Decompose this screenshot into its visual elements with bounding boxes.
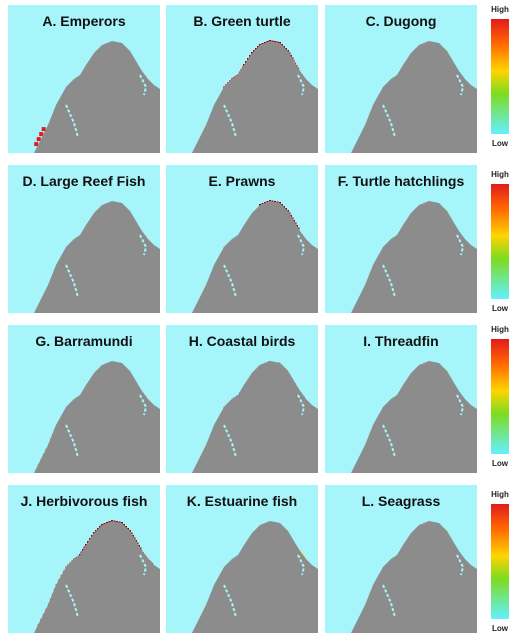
color-legend-4: High Low <box>485 490 515 638</box>
legend-high-label: High <box>491 490 509 499</box>
map-panel-green-turtle: B. Green turtle <box>166 5 318 153</box>
river-channel <box>223 104 237 138</box>
river-channel <box>65 584 79 618</box>
land-mass <box>351 201 477 313</box>
legend-high-label: High <box>491 170 509 179</box>
map-panel-turtle-hatchlings: F. Turtle hatchlings <box>325 165 477 313</box>
legend-gradient-bar <box>491 184 509 299</box>
river-channel <box>382 584 396 618</box>
land-mass <box>34 41 160 153</box>
prawns-map <box>166 165 318 313</box>
legend-low-label: Low <box>492 459 508 468</box>
dugong-map <box>325 5 477 153</box>
seagrass-map <box>325 485 477 633</box>
land-mass <box>192 521 318 633</box>
map-panel-emperors: A. Emperors <box>8 5 160 153</box>
large-reef-fish-map <box>8 165 160 313</box>
land-mass <box>192 41 318 153</box>
map-panel-herbivorous-fish: J. Herbivorous fish <box>8 485 160 633</box>
turtle-hatchlings-map <box>325 165 477 313</box>
legend-low-label: Low <box>492 304 508 313</box>
map-panel-dugong: C. Dugong <box>325 5 477 153</box>
legend-low-label: Low <box>492 624 508 633</box>
land-mass <box>351 41 477 153</box>
habitat-cell <box>34 142 39 147</box>
land-mass <box>34 521 160 633</box>
map-panel-threadfin: I. Threadfin <box>325 325 477 473</box>
habitat-cell <box>36 137 41 142</box>
habitat-cell <box>41 127 46 132</box>
river-channel <box>65 264 79 298</box>
map-panel-coastal-birds: H. Coastal birds <box>166 325 318 473</box>
river-channel <box>223 424 237 458</box>
legend-high-label: High <box>491 325 509 334</box>
river-channel <box>382 264 396 298</box>
river-channel <box>223 584 237 618</box>
land-mass <box>351 361 477 473</box>
land-mass <box>34 361 160 473</box>
threadfin-map <box>325 325 477 473</box>
estuarine-fish-map <box>166 485 318 633</box>
river-channel <box>65 424 79 458</box>
map-panel-estuarine-fish: K. Estuarine fish <box>166 485 318 633</box>
green-turtle-map <box>166 5 318 153</box>
legend-low-label: Low <box>492 139 508 148</box>
map-panel-seagrass: L. Seagrass <box>325 485 477 633</box>
map-panel-prawns: E. Prawns <box>166 165 318 313</box>
river-channel <box>382 424 396 458</box>
land-mass <box>192 201 318 313</box>
legend-gradient-bar <box>491 504 509 619</box>
river-channel <box>65 104 79 138</box>
land-mass <box>192 361 318 473</box>
land-mass <box>34 201 160 313</box>
river-channel <box>223 264 237 298</box>
map-panel-barramundi: G. Barramundi <box>8 325 160 473</box>
color-legend-1: High Low <box>485 5 515 153</box>
land-mass <box>351 521 477 633</box>
color-legend-3: High Low <box>485 325 515 473</box>
habitat-cell <box>39 132 44 137</box>
legend-gradient-bar <box>491 19 509 134</box>
legend-high-label: High <box>491 5 509 14</box>
emperors-map <box>8 5 160 153</box>
river-channel <box>382 104 396 138</box>
coastal-birds-map <box>166 325 318 473</box>
barramundi-map <box>8 325 160 473</box>
herbivorous-fish-map <box>8 485 160 633</box>
map-panel-large-reef-fish: D. Large Reef Fish <box>8 165 160 313</box>
legend-gradient-bar <box>491 339 509 454</box>
color-legend-2: High Low <box>485 170 515 318</box>
